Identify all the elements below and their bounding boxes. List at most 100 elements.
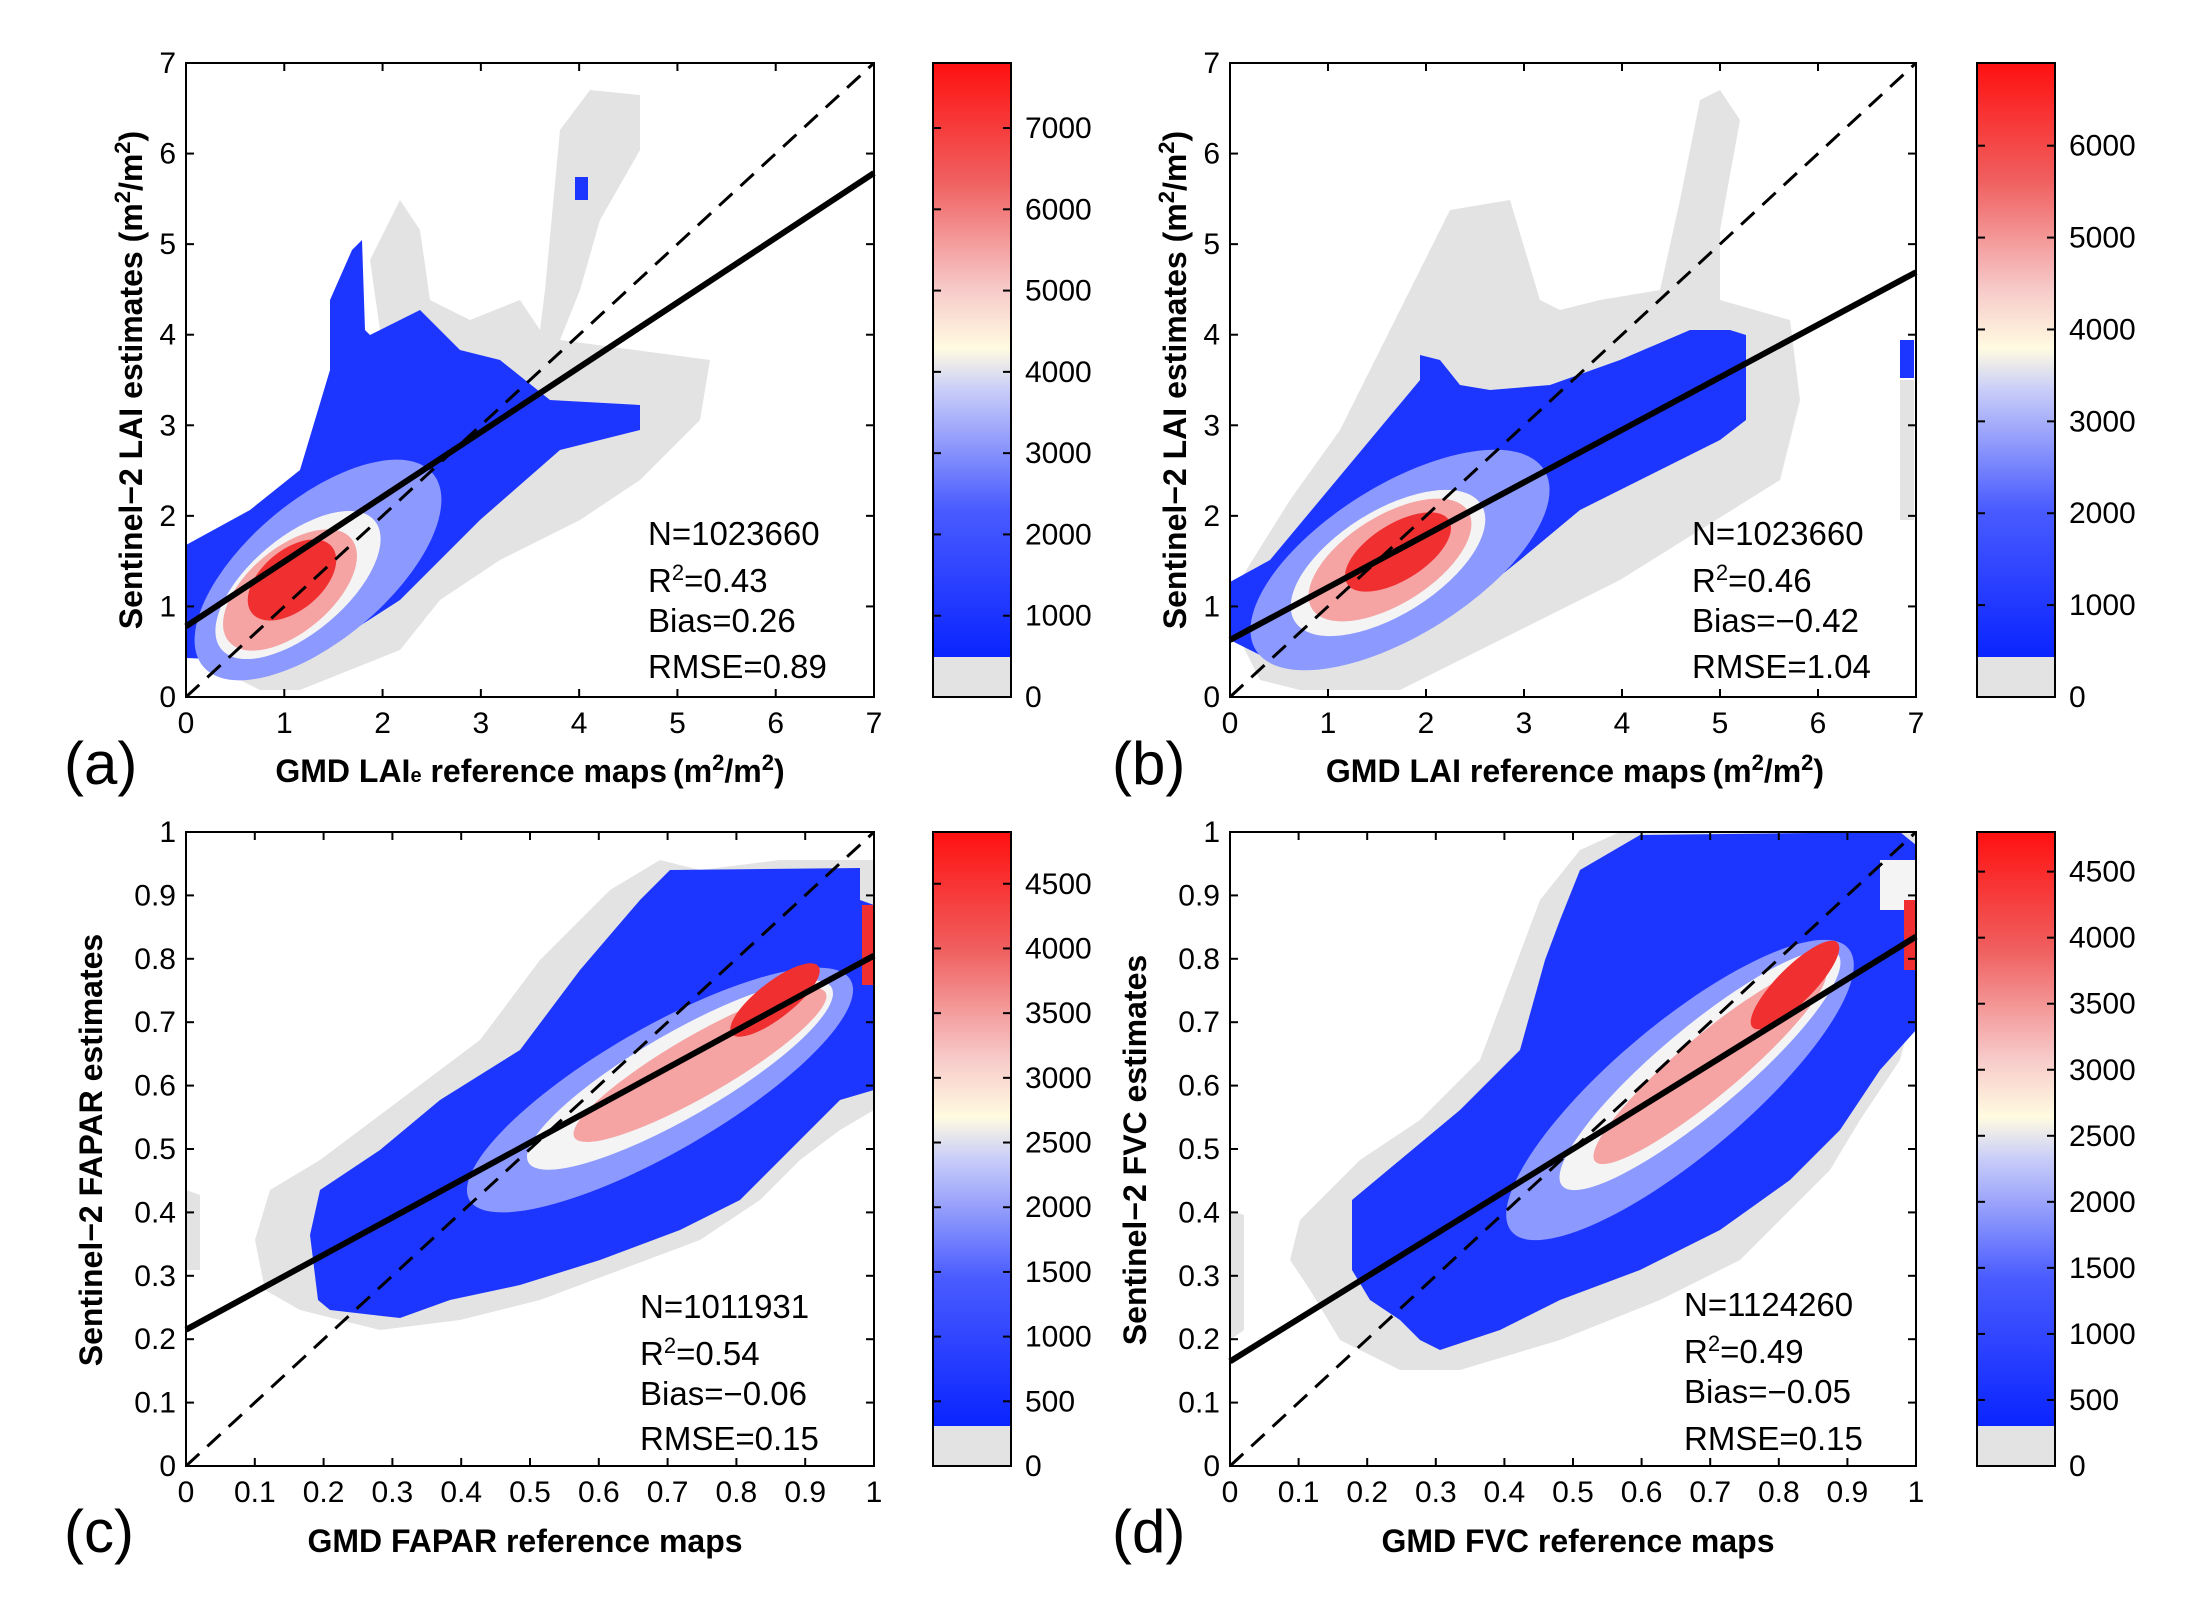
colorbar-tick-label-c: 500: [1025, 1385, 1075, 1418]
x-tick-label-d: 0.9: [1827, 1476, 1869, 1509]
x-tick-label-d: 0: [1222, 1476, 1239, 1509]
colorbar-ticks-b: 0 1000 2000 3000 4000 5000 6000: [1977, 130, 2136, 714]
y-tick-label-c: 0.5: [134, 1133, 176, 1166]
y-tick-label-b: 2: [1203, 500, 1220, 533]
x-tick-label-d: 1: [1908, 1476, 1925, 1509]
x-tick-label-d: 0.5: [1552, 1476, 1594, 1509]
fit-line-a: [184, 170, 876, 629]
y-tick-label-d: 0.9: [1178, 879, 1220, 912]
y-tick-label-a: 5: [159, 228, 176, 261]
x-tick-label-a: 5: [669, 707, 686, 740]
y-tick-label-d: 0.6: [1178, 1070, 1220, 1103]
density-a: [186, 90, 710, 690]
colorbar-ticks-a: 0 1000 2000 3000 4000 5000 6000 7000: [933, 112, 1092, 714]
red-edge-d: [1904, 900, 1916, 970]
stat-bias-b: Bias=−0.42: [1692, 602, 1859, 639]
stat-rmse-b: RMSE=1.04: [1692, 648, 1871, 685]
x-tick-label-c: 0: [178, 1476, 195, 1509]
colorbar-tick-label-b: 0: [2069, 681, 2086, 714]
x-tick-label-b: 6: [1810, 707, 1827, 740]
colorbar-tick-label-d: 2000: [2069, 1186, 2136, 1219]
stat-r2-c: R2=0.54: [640, 1333, 760, 1372]
colorbar-tick-label-d: 2500: [2069, 1120, 2136, 1153]
x-tick-label-b: 7: [1908, 707, 1925, 740]
colorbar-tick-label-b: 6000: [2069, 130, 2136, 163]
colorbar-tick-label-c: 3500: [1025, 997, 1092, 1030]
colorbar-gradient-b: [1977, 63, 2055, 657]
y-tick-label-c: 0.8: [134, 943, 176, 976]
y-tick-label-c: 1: [159, 816, 176, 849]
red-core-d: [1750, 940, 1840, 1030]
red-core-a: [247, 539, 337, 621]
colorbar-tick-label-d: 3500: [2069, 988, 2136, 1021]
y-tick-label-c: 0.4: [134, 1196, 176, 1229]
stat-rmse-d: RMSE=0.15: [1684, 1420, 1863, 1457]
colorbar-tick-label-a: 7000: [1025, 112, 1092, 145]
panel-b: 0 1 2 3 4 5 6 7 0 1 2 3 4 5 6 7 N=1023660 R2=0.46 Bias=…: [1112, 47, 2136, 797]
colorbar-tick-label-b: 4000: [2069, 313, 2136, 346]
colorbar-tick-label-d: 4000: [2069, 922, 2136, 955]
xlabel-a: GMD LAIe reference maps (m2/m2): [275, 750, 784, 789]
x-tick-label-c: 0.7: [647, 1476, 689, 1509]
colorbar-low-b: [1977, 657, 2055, 697]
colorbar-tick-label-c: 0: [1025, 1450, 1042, 1483]
colorbar-tick-label-c: 4000: [1025, 932, 1092, 965]
fit-line-d: [1228, 934, 1918, 1364]
axes-c: 0 0.1 0.2 0.3 0.4 0.5 0.6 0.7 0.8 0.9 1 0 0.1 0.2 0.3 0…: [134, 816, 882, 1509]
xlabel-b: GMD LAI reference maps (m2/m2): [1326, 750, 1824, 789]
y-tick-label-c: 0.9: [134, 879, 176, 912]
y-tick-label-b: 5: [1203, 228, 1220, 261]
y-tick-label-d: 1: [1203, 816, 1220, 849]
panel-letter-a: (a): [64, 730, 137, 797]
one-to-one-line-b: [1228, 61, 1918, 699]
y-tick-label-b: 6: [1203, 138, 1220, 171]
colorbar-tick-label-d: 500: [2069, 1384, 2119, 1417]
stats-b: N=1023660 R2=0.46 Bias=−0.42 RMSE=1.04: [1692, 515, 1871, 685]
colorbar-tick-label-d: 1000: [2069, 1318, 2136, 1351]
plot-frame-b: [1229, 62, 1917, 698]
colorbar-tick-label-a: 2000: [1025, 518, 1092, 551]
colorbar-tick-label-a: 5000: [1025, 275, 1092, 308]
colorbar-ticks-d: 0 500 1000 1500 2000 2500 3000 3500 4000 4500: [1977, 856, 2136, 1483]
colorbar-low-d: [1977, 1426, 2055, 1466]
colorbar-frame-c: [932, 831, 1012, 1467]
fit-line-c: [184, 952, 876, 1333]
y-tick-label-a: 2: [159, 500, 176, 533]
colorbar-tick-label-d: 3000: [2069, 1054, 2136, 1087]
colorbar-frame-d: [1976, 831, 2056, 1467]
y-tick-label-c: 0.7: [134, 1006, 176, 1039]
plot-frame-a: [185, 62, 875, 698]
y-tick-label-b: 1: [1203, 590, 1220, 623]
colorbar-tick-label-a: 0: [1025, 681, 1042, 714]
gray-region-c: [186, 1190, 200, 1270]
ylabel-d: Sentinel−2 FVC estimates: [1117, 955, 1153, 1345]
colorbar-tick-label-a: 6000: [1025, 193, 1092, 226]
stat-r2-d: R2=0.49: [1684, 1331, 1804, 1370]
x-tick-label-a: 3: [473, 707, 490, 740]
colorbar-low-c: [933, 1426, 1011, 1466]
blue-spike-b: [1900, 340, 1914, 378]
x-tick-label-b: 3: [1516, 707, 1533, 740]
xlabel-d: GMD FVC reference maps: [1381, 1523, 1774, 1559]
stat-bias-a: Bias=0.26: [648, 602, 796, 639]
panel-c: 0 0.1 0.2 0.3 0.4 0.5 0.6 0.7 0.8 0.9 1 0 0.1 0.2 0.3 0…: [64, 816, 1092, 1565]
x-tick-label-a: 6: [767, 707, 784, 740]
colorbar-tick-label-b: 1000: [2069, 589, 2136, 622]
colorbar-a: 0 1000 2000 3000 4000 5000 6000 7000: [932, 62, 1092, 714]
x-tick-label-c: 0.2: [303, 1476, 345, 1509]
colorbar-frame-a: [932, 62, 1012, 698]
colorbar-tick-label-c: 2000: [1025, 1191, 1092, 1224]
panel-a: 0 1 2 3 4 5 6 7 0 1 2 3 4 5 6 7 N=1023660 R2=0.43 Bias=…: [64, 47, 1092, 797]
x-tick-label-c: 0.1: [234, 1476, 276, 1509]
density-c: [186, 860, 874, 1330]
colorbar-tick-label-d: 4500: [2069, 856, 2136, 889]
colorbar-tick-label-c: 4500: [1025, 868, 1092, 901]
colorbar-gradient-c: [933, 832, 1011, 1426]
stats-a: N=1023660 R2=0.43 Bias=0.26 RMSE=0.89: [648, 515, 827, 685]
colorbar-gradient-a: [933, 63, 1011, 657]
y-tick-label-a: 4: [159, 319, 176, 352]
red-edge-c: [862, 905, 874, 985]
blue-spike-a: [575, 177, 588, 200]
x-tick-label-a: 4: [571, 707, 588, 740]
stats-c: N=1011931 R2=0.54 Bias=−0.06 RMSE=0.15: [640, 1288, 819, 1457]
